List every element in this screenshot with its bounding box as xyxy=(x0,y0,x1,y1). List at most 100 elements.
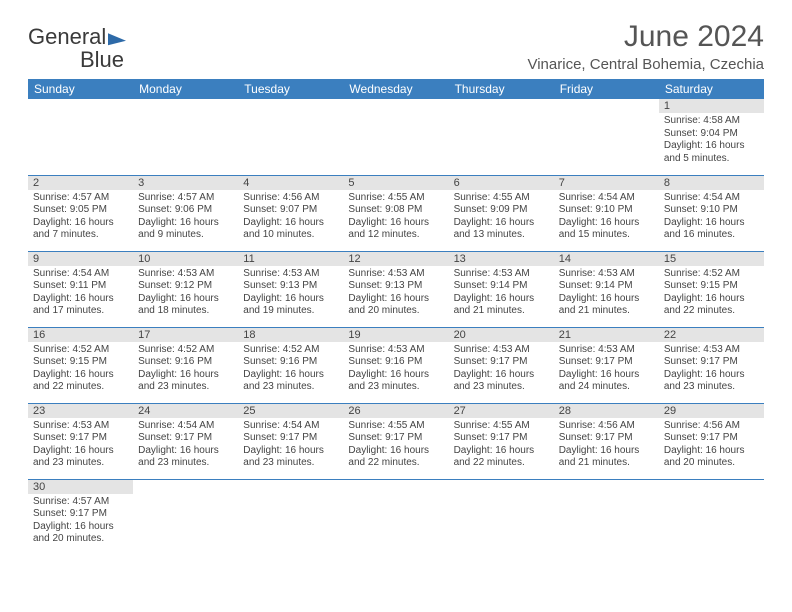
calendar-row: 30Sunrise: 4:57 AMSunset: 9:17 PMDayligh… xyxy=(28,479,764,555)
daylight-1: Daylight: 16 hours xyxy=(348,445,443,458)
day-data: Sunrise: 4:54 AMSunset: 9:11 PMDaylight:… xyxy=(28,266,133,321)
daylight-2: and 21 minutes. xyxy=(559,305,654,318)
day-data: Sunrise: 4:53 AMSunset: 9:16 PMDaylight:… xyxy=(343,342,448,397)
daylight-2: and 20 minutes. xyxy=(33,533,128,546)
sunrise: Sunrise: 4:53 AM xyxy=(33,420,128,433)
daylight-1: Daylight: 16 hours xyxy=(243,217,338,230)
daylight-1: Daylight: 16 hours xyxy=(664,217,759,230)
day-number: 6 xyxy=(449,176,554,190)
daylight-1: Daylight: 16 hours xyxy=(138,369,233,382)
daylight-2: and 18 minutes. xyxy=(138,305,233,318)
sunrise: Sunrise: 4:58 AM xyxy=(664,115,759,128)
logo-flag-icon xyxy=(108,31,126,46)
header: General Blue June 2024 Vinarice, Central… xyxy=(28,20,764,73)
sunrise: Sunrise: 4:53 AM xyxy=(559,344,654,357)
daylight-1: Daylight: 16 hours xyxy=(559,445,654,458)
sunrise: Sunrise: 4:54 AM xyxy=(243,420,338,433)
daylight-2: and 23 minutes. xyxy=(138,381,233,394)
daylight-1: Daylight: 16 hours xyxy=(243,445,338,458)
daylight-1: Daylight: 16 hours xyxy=(33,369,128,382)
day-number: 14 xyxy=(554,252,659,266)
sunset: Sunset: 9:17 PM xyxy=(559,356,654,369)
sunset: Sunset: 9:11 PM xyxy=(33,280,128,293)
calendar-cell: 24Sunrise: 4:54 AMSunset: 9:17 PMDayligh… xyxy=(133,403,238,479)
daylight-2: and 23 minutes. xyxy=(664,381,759,394)
day-data: Sunrise: 4:57 AMSunset: 9:06 PMDaylight:… xyxy=(133,190,238,245)
sunrise: Sunrise: 4:54 AM xyxy=(664,192,759,205)
calendar-cell: 18Sunrise: 4:52 AMSunset: 9:16 PMDayligh… xyxy=(238,327,343,403)
daylight-1: Daylight: 16 hours xyxy=(348,217,443,230)
sunrise: Sunrise: 4:53 AM xyxy=(559,268,654,281)
sunrise: Sunrise: 4:53 AM xyxy=(454,344,549,357)
sunrise: Sunrise: 4:56 AM xyxy=(664,420,759,433)
calendar-head: SundayMondayTuesdayWednesdayThursdayFrid… xyxy=(28,79,764,99)
day-data: Sunrise: 4:53 AMSunset: 9:13 PMDaylight:… xyxy=(238,266,343,321)
day-data: Sunrise: 4:55 AMSunset: 9:17 PMDaylight:… xyxy=(343,418,448,473)
sunset: Sunset: 9:16 PM xyxy=(138,356,233,369)
day-number: 21 xyxy=(554,328,659,342)
day-data: Sunrise: 4:53 AMSunset: 9:17 PMDaylight:… xyxy=(554,342,659,397)
daylight-1: Daylight: 16 hours xyxy=(348,369,443,382)
calendar-cell xyxy=(238,99,343,175)
daylight-2: and 17 minutes. xyxy=(33,305,128,318)
sunset: Sunset: 9:14 PM xyxy=(454,280,549,293)
day-data: Sunrise: 4:54 AMSunset: 9:17 PMDaylight:… xyxy=(133,418,238,473)
logo-word1: General xyxy=(28,24,106,49)
calendar-cell xyxy=(343,99,448,175)
sunset: Sunset: 9:17 PM xyxy=(559,432,654,445)
sunrise: Sunrise: 4:54 AM xyxy=(33,268,128,281)
daylight-1: Daylight: 16 hours xyxy=(454,369,549,382)
sunrise: Sunrise: 4:55 AM xyxy=(454,192,549,205)
daylight-2: and 22 minutes. xyxy=(348,457,443,470)
calendar-cell: 11Sunrise: 4:53 AMSunset: 9:13 PMDayligh… xyxy=(238,251,343,327)
day-number: 7 xyxy=(554,176,659,190)
day-data: Sunrise: 4:53 AMSunset: 9:14 PMDaylight:… xyxy=(449,266,554,321)
daylight-2: and 22 minutes. xyxy=(664,305,759,318)
day-number: 27 xyxy=(449,404,554,418)
calendar-cell: 29Sunrise: 4:56 AMSunset: 9:17 PMDayligh… xyxy=(659,403,764,479)
sunrise: Sunrise: 4:54 AM xyxy=(138,420,233,433)
sunrise: Sunrise: 4:57 AM xyxy=(138,192,233,205)
calendar-cell xyxy=(133,479,238,555)
calendar-cell: 26Sunrise: 4:55 AMSunset: 9:17 PMDayligh… xyxy=(343,403,448,479)
day-number: 12 xyxy=(343,252,448,266)
daylight-2: and 23 minutes. xyxy=(243,381,338,394)
day-data: Sunrise: 4:52 AMSunset: 9:16 PMDaylight:… xyxy=(238,342,343,397)
day-number: 13 xyxy=(449,252,554,266)
sunset: Sunset: 9:15 PM xyxy=(33,356,128,369)
daylight-2: and 23 minutes. xyxy=(243,457,338,470)
day-data: Sunrise: 4:54 AMSunset: 9:17 PMDaylight:… xyxy=(238,418,343,473)
day-header: Monday xyxy=(133,79,238,99)
day-data: Sunrise: 4:57 AMSunset: 9:05 PMDaylight:… xyxy=(28,190,133,245)
sunset: Sunset: 9:10 PM xyxy=(664,204,759,217)
calendar-row: 23Sunrise: 4:53 AMSunset: 9:17 PMDayligh… xyxy=(28,403,764,479)
day-number: 18 xyxy=(238,328,343,342)
daylight-2: and 9 minutes. xyxy=(138,229,233,242)
sunset: Sunset: 9:17 PM xyxy=(664,432,759,445)
calendar-cell: 25Sunrise: 4:54 AMSunset: 9:17 PMDayligh… xyxy=(238,403,343,479)
calendar-cell: 6Sunrise: 4:55 AMSunset: 9:09 PMDaylight… xyxy=(449,175,554,251)
daylight-2: and 21 minutes. xyxy=(454,305,549,318)
day-number: 19 xyxy=(343,328,448,342)
daylight-2: and 21 minutes. xyxy=(559,457,654,470)
day-data: Sunrise: 4:53 AMSunset: 9:12 PMDaylight:… xyxy=(133,266,238,321)
calendar-row: 1Sunrise: 4:58 AMSunset: 9:04 PMDaylight… xyxy=(28,99,764,175)
sunset: Sunset: 9:13 PM xyxy=(243,280,338,293)
day-data: Sunrise: 4:55 AMSunset: 9:09 PMDaylight:… xyxy=(449,190,554,245)
sunrise: Sunrise: 4:55 AM xyxy=(348,420,443,433)
calendar-cell: 9Sunrise: 4:54 AMSunset: 9:11 PMDaylight… xyxy=(28,251,133,327)
day-number: 8 xyxy=(659,176,764,190)
day-data: Sunrise: 4:53 AMSunset: 9:17 PMDaylight:… xyxy=(449,342,554,397)
calendar-table: SundayMondayTuesdayWednesdayThursdayFrid… xyxy=(28,79,764,555)
daylight-2: and 13 minutes. xyxy=(454,229,549,242)
day-data: Sunrise: 4:52 AMSunset: 9:15 PMDaylight:… xyxy=(28,342,133,397)
day-data: Sunrise: 4:52 AMSunset: 9:15 PMDaylight:… xyxy=(659,266,764,321)
day-data: Sunrise: 4:53 AMSunset: 9:17 PMDaylight:… xyxy=(659,342,764,397)
calendar-cell: 21Sunrise: 4:53 AMSunset: 9:17 PMDayligh… xyxy=(554,327,659,403)
calendar-cell: 13Sunrise: 4:53 AMSunset: 9:14 PMDayligh… xyxy=(449,251,554,327)
daylight-1: Daylight: 16 hours xyxy=(664,140,759,153)
daylight-2: and 16 minutes. xyxy=(664,229,759,242)
month-title: June 2024 xyxy=(527,20,764,54)
day-data: Sunrise: 4:54 AMSunset: 9:10 PMDaylight:… xyxy=(554,190,659,245)
daylight-1: Daylight: 16 hours xyxy=(664,293,759,306)
